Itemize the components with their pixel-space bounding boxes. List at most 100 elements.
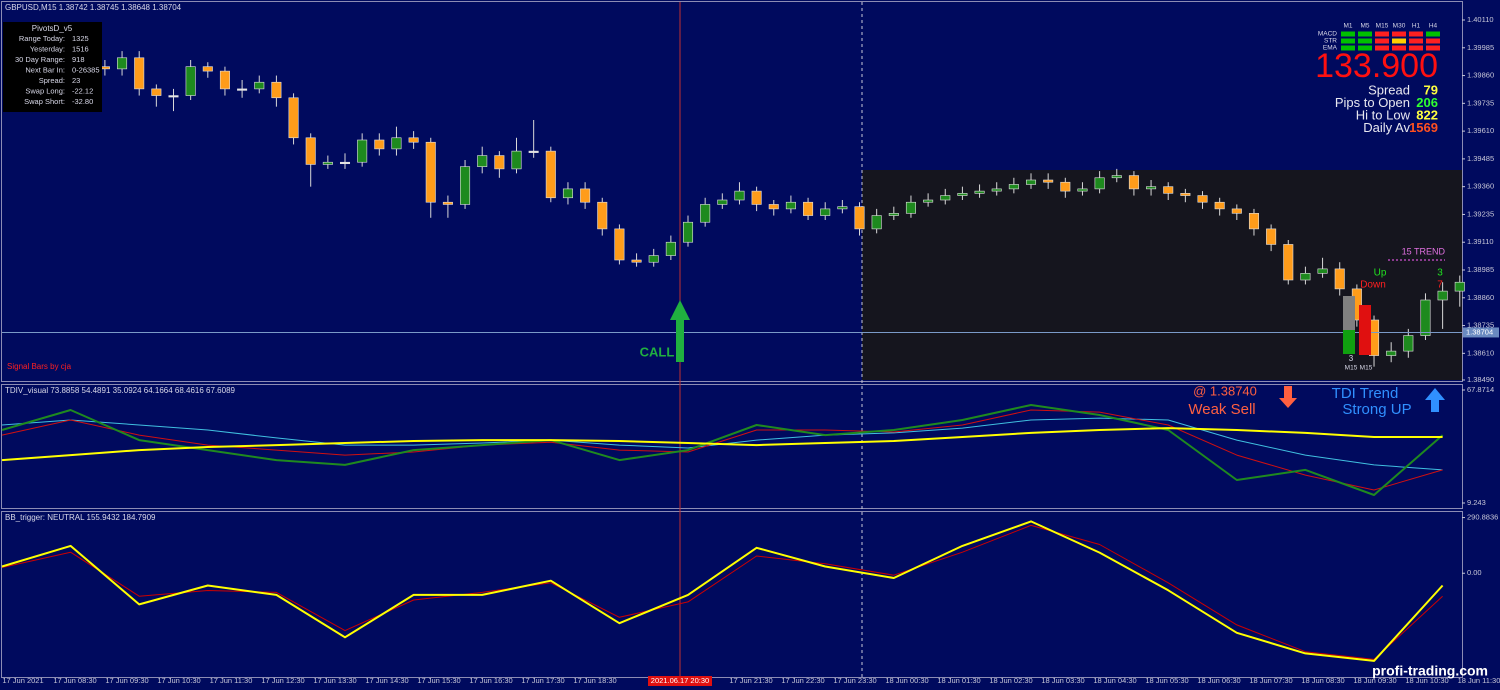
- y-tick-label: 1.39985: [1467, 43, 1494, 52]
- time-label: 18 Jun 07:30: [1249, 676, 1292, 685]
- stat-label: Spread: [1368, 82, 1410, 97]
- candle-body: [991, 188, 1002, 192]
- y-tick-label: 1.38490: [1467, 375, 1494, 384]
- signal-bars: [1343, 296, 1371, 355]
- time-label: 17 Jun 17:30: [521, 676, 564, 685]
- candle-body: [168, 95, 179, 98]
- main-title: GBPUSD,M15 1.38742 1.38745 1.38648 1.387…: [5, 3, 182, 12]
- candle-body: [562, 188, 573, 199]
- y-tick-label: 1.38860: [1467, 293, 1494, 302]
- call-arrow: [670, 300, 690, 362]
- time-label: 18 Jun 11:30: [1458, 676, 1500, 685]
- time-label: 17 Jun 12:30: [261, 676, 304, 685]
- dashboard-cell: [1358, 45, 1372, 51]
- time-label: 18 Jun 02:30: [989, 676, 1032, 685]
- dashboard-cell: [1426, 31, 1440, 37]
- candle-body: [339, 161, 351, 165]
- tdi-signal: Weak Sell: [1188, 401, 1255, 418]
- candle-body: [202, 66, 213, 72]
- bb-frame: [1, 511, 1463, 678]
- candle-body: [974, 190, 985, 194]
- cursor-box: [648, 676, 712, 686]
- time-label: 17 Jun 14:30: [365, 676, 408, 685]
- time-label: 18 Jun 01:30: [937, 676, 980, 685]
- pivot-label: Swap Long:: [25, 86, 65, 95]
- candle-body: [940, 195, 951, 201]
- time-label: 17 Jun 18:30: [573, 676, 616, 685]
- candle-body: [580, 188, 591, 203]
- candle-body: [1043, 179, 1054, 183]
- candle-body: [768, 204, 779, 210]
- candle-body: [117, 57, 128, 70]
- y-tick-label: 67.8714: [1467, 385, 1494, 394]
- candle-body: [237, 88, 248, 91]
- candle-body: [1386, 350, 1397, 356]
- indicator-line: [1, 404, 1444, 496]
- indicator-line: [1, 520, 1444, 662]
- up-count: 3: [1437, 268, 1443, 279]
- candle-body: [1403, 335, 1414, 352]
- signal-credit: Signal Bars by cja: [7, 362, 72, 371]
- candle-body: [614, 228, 625, 261]
- candle-body: [134, 57, 145, 90]
- candle-body: [185, 66, 196, 96]
- tdi-trend-value: Strong UP: [1342, 401, 1411, 418]
- signal-bar-red: [1359, 305, 1371, 355]
- dashboard-column: M30: [1393, 23, 1406, 30]
- candle-body: [1300, 273, 1311, 281]
- candle-body: [785, 201, 796, 210]
- candle-body: [1025, 179, 1037, 185]
- down-label: Down: [1360, 280, 1386, 291]
- candle-body: [597, 201, 608, 230]
- candle-body: [837, 206, 848, 210]
- y-tick-label: 0.00: [1467, 568, 1482, 577]
- candle-body: [219, 70, 230, 90]
- y-tick-label: 290.8836: [1467, 513, 1498, 522]
- candle-body: [1317, 268, 1328, 274]
- stat-label: Hi to Low: [1356, 107, 1411, 122]
- tdi-trend-title: TDI Trend: [1332, 385, 1399, 402]
- candle-body: [1248, 213, 1259, 230]
- time-label: 18 Jun 09:30: [1353, 676, 1396, 685]
- candle-body: [1163, 186, 1174, 194]
- pivot-value: 0-26385: [72, 65, 100, 74]
- candle-body: [1111, 175, 1122, 179]
- indicator-line: [1, 409, 1443, 491]
- candle-body: [1197, 195, 1208, 203]
- candle-body: [528, 150, 539, 153]
- time-label: 17 Jun 21:30: [729, 676, 772, 685]
- pivot-label: Swap Short:: [24, 97, 65, 106]
- candle-body: [1060, 181, 1071, 192]
- stat-value: 822: [1416, 107, 1438, 122]
- candle-body: [477, 155, 488, 167]
- time-label: 18 Jun 10:30: [1405, 676, 1448, 685]
- time-label: 18 Jun 06:30: [1197, 676, 1240, 685]
- candle-body: [871, 215, 882, 230]
- dashboard-column: M5: [1360, 23, 1369, 30]
- y-tick-label: 1.39735: [1467, 98, 1494, 107]
- y-tick-label: 1.39110: [1467, 237, 1494, 246]
- candle-body: [494, 155, 505, 170]
- candle-body: [254, 81, 265, 90]
- candle-body: [1437, 290, 1448, 301]
- candle-body: [923, 199, 934, 203]
- candle-body: [460, 166, 471, 205]
- down-count: 7: [1437, 280, 1443, 291]
- candle-body: [545, 150, 556, 199]
- candle-body: [1008, 184, 1019, 190]
- pivot-rows: Range Today: 1325 Yesterday: 1516 30 Day Ran…: [15, 34, 100, 106]
- tdi-price: @ 1.38740: [1193, 383, 1257, 398]
- dashboard-cell: [1426, 38, 1440, 44]
- candle-body: [751, 190, 762, 205]
- trend-label: 15 TREND: [1402, 246, 1446, 256]
- time-label: 17 Jun 15:30: [417, 676, 460, 685]
- dashboard-cell: [1341, 38, 1355, 44]
- candle-body: [717, 199, 728, 205]
- pivot-label: 30 Day Range:: [15, 55, 65, 64]
- time-label: 17 Jun 13:30: [313, 676, 356, 685]
- candle-body: [425, 141, 436, 203]
- candle-body: [271, 81, 282, 99]
- candle-body: [820, 208, 831, 216]
- signal-tf: M15: [1345, 365, 1358, 372]
